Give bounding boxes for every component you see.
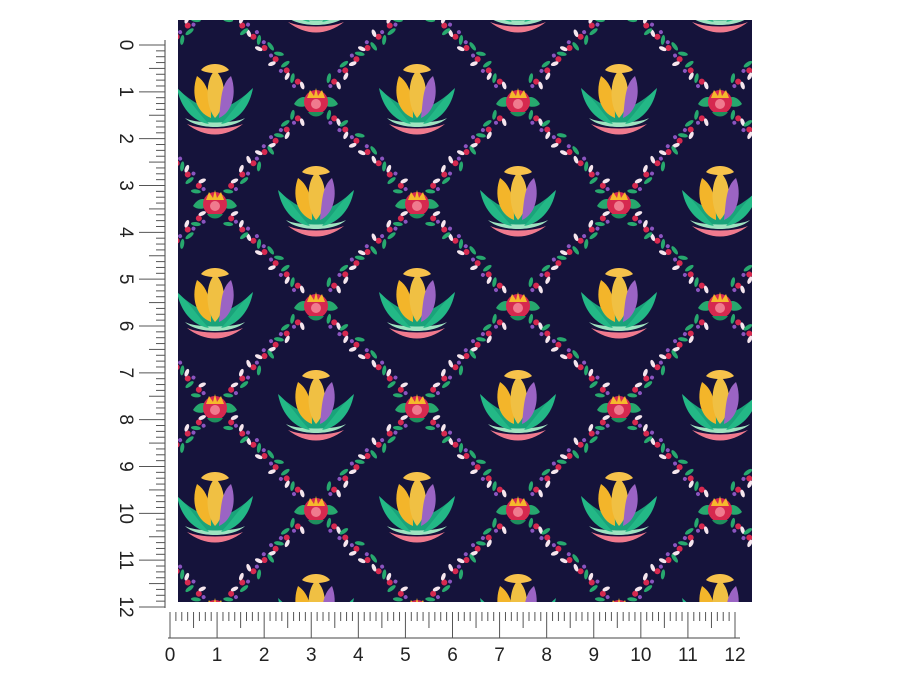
ruler-label: 6 xyxy=(115,321,136,332)
ruler-label: 12 xyxy=(724,645,745,666)
ruler-label: 12 xyxy=(115,596,136,617)
ruler-label: 7 xyxy=(115,368,136,379)
ruler-label: 4 xyxy=(115,227,136,238)
ruler-label: 7 xyxy=(494,645,505,666)
ruler-label: 4 xyxy=(353,645,364,666)
ruler-label: 5 xyxy=(115,274,136,285)
ruler-label: 6 xyxy=(447,645,458,666)
ruler-label: 9 xyxy=(115,461,136,472)
ruler-label: 1 xyxy=(115,87,136,98)
pattern-swatch xyxy=(178,20,752,602)
ruler-label: 5 xyxy=(400,645,411,666)
ruler-label: 11 xyxy=(678,645,698,666)
ruler-label: 3 xyxy=(115,180,136,191)
ruler-label: 0 xyxy=(165,645,176,666)
ruler-label: 1 xyxy=(212,645,223,666)
ruler-label: 10 xyxy=(115,503,136,524)
ruler-label: 2 xyxy=(115,133,136,144)
ruler-label: 8 xyxy=(115,414,136,425)
ruler-label: 8 xyxy=(541,645,552,666)
ruler-label: 10 xyxy=(630,645,651,666)
ruler-label: 0 xyxy=(115,40,136,51)
ruler-label: 9 xyxy=(588,645,599,666)
ruler-label: 3 xyxy=(306,645,317,666)
ruler-label: 2 xyxy=(259,645,270,666)
ruler-label: 11 xyxy=(115,550,136,570)
